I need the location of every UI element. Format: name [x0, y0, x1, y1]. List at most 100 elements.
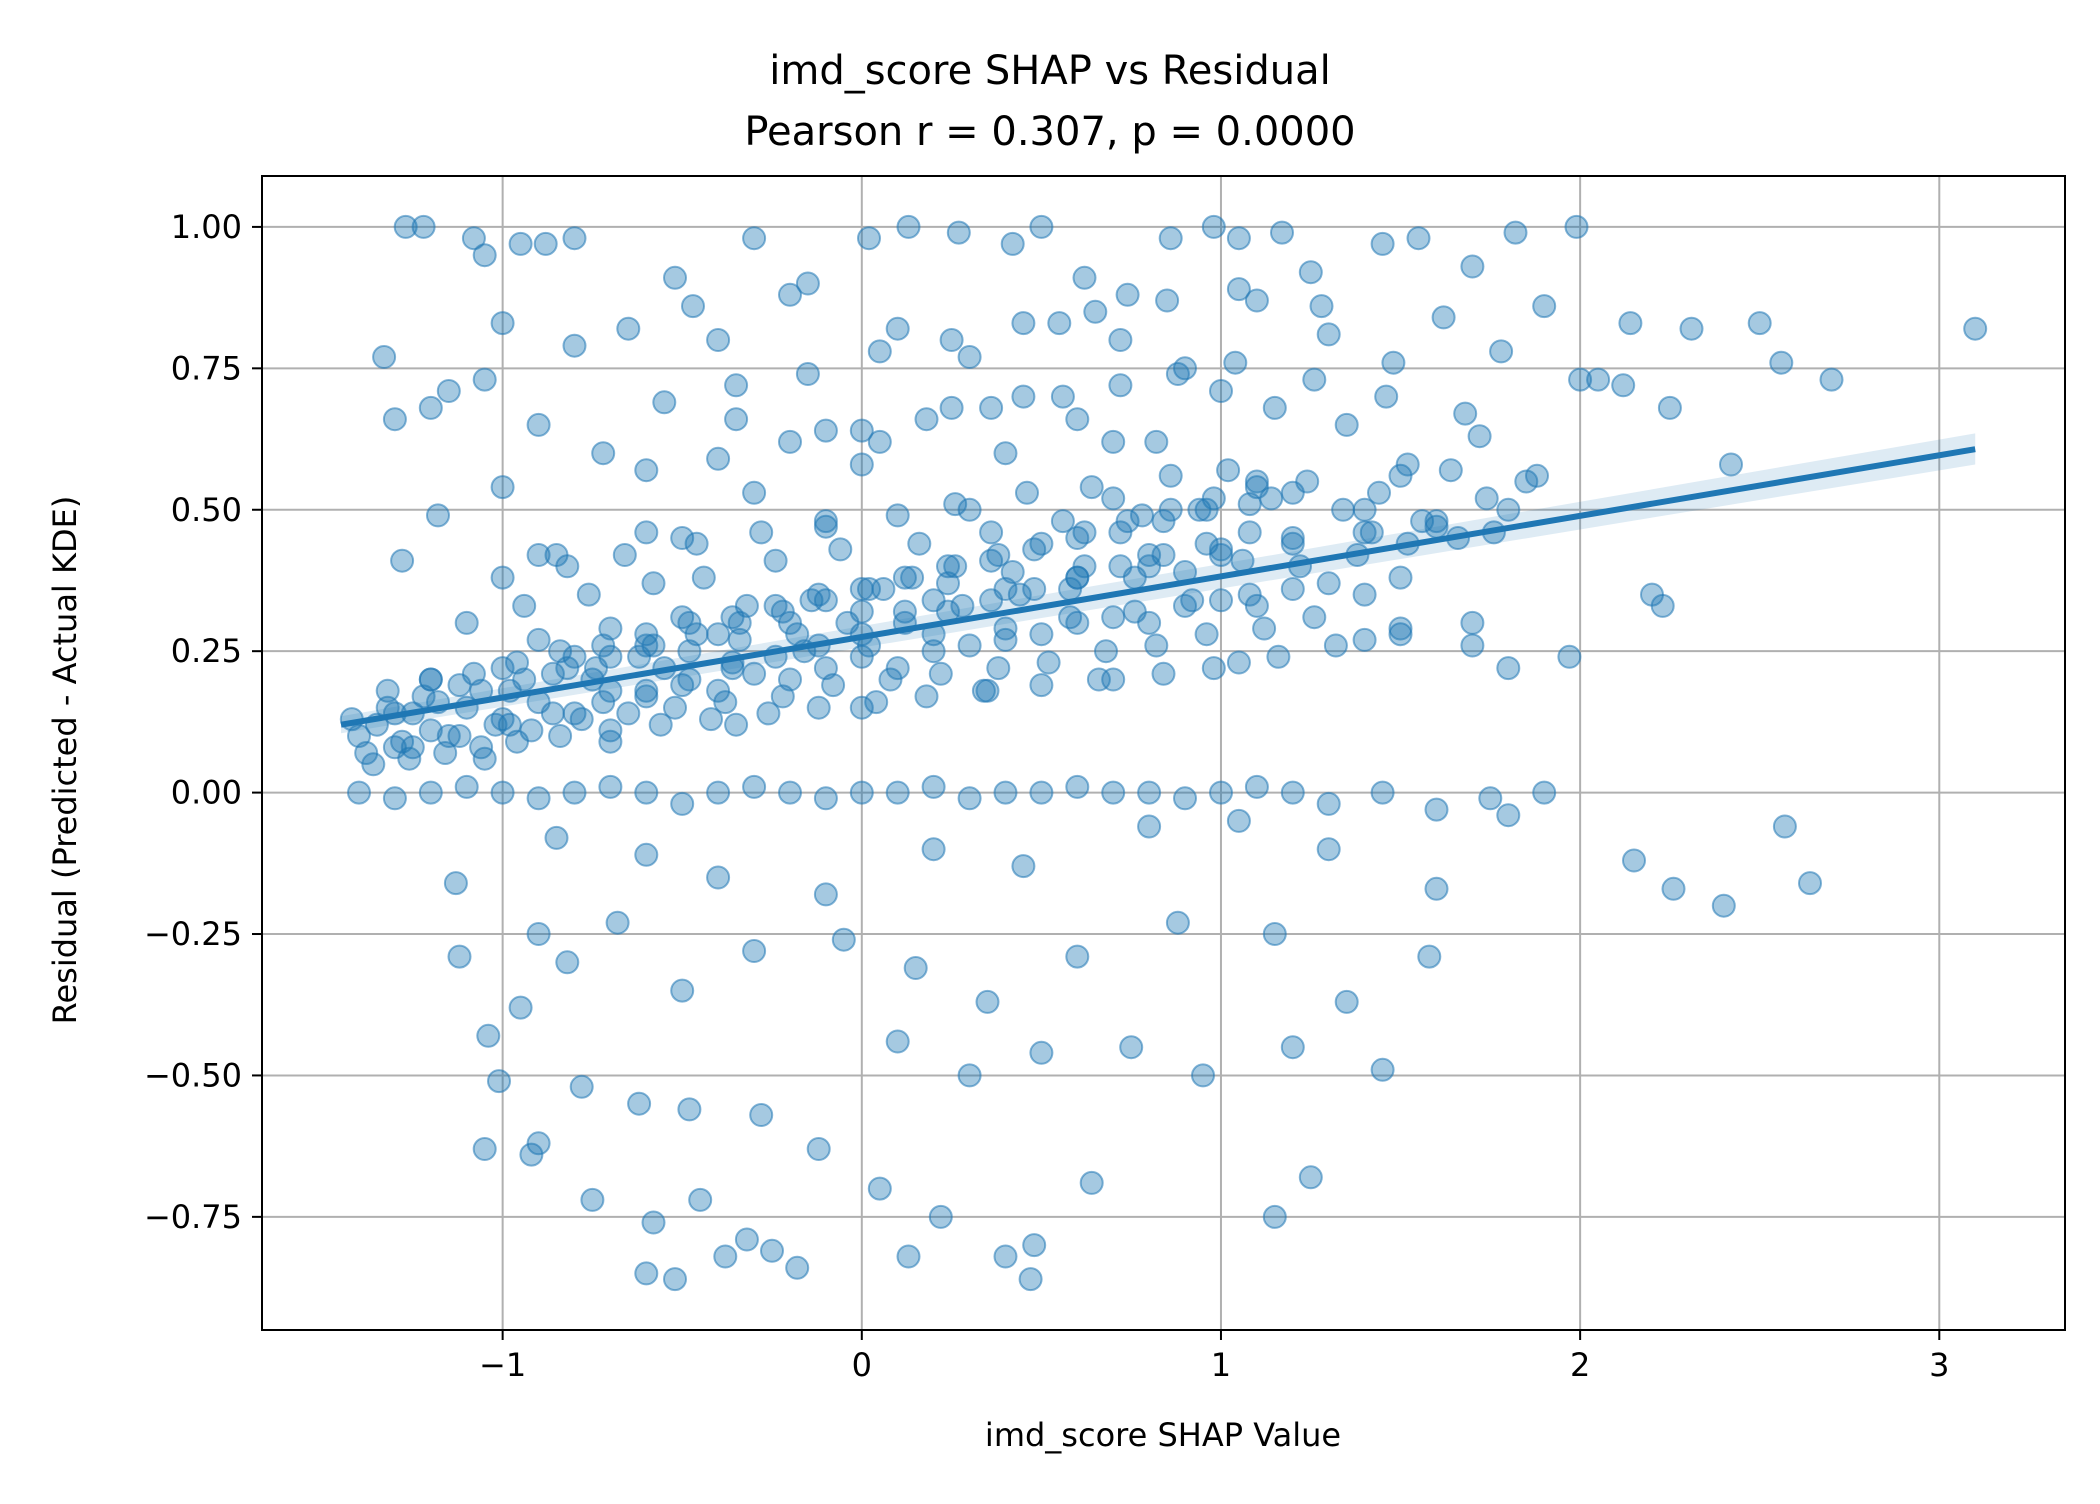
scatter-point: [939, 395, 964, 420]
y-tick-label: 0.75: [171, 349, 242, 387]
scatter-point: [634, 520, 659, 545]
scatter-point: [1798, 871, 1822, 896]
scatter-point: [778, 282, 802, 307]
scatter-point: [476, 1023, 501, 1048]
scatter-point: [1532, 780, 1557, 805]
scatter-point: [505, 650, 529, 675]
scatter-point: [1072, 265, 1097, 290]
scatter-point: [742, 661, 767, 686]
scatter-point: [763, 548, 788, 573]
scatter-point: [892, 565, 917, 590]
scatter-point: [1381, 350, 1406, 375]
scatter-point: [691, 565, 716, 590]
scatter-point: [878, 667, 903, 692]
scatter-point: [519, 1142, 544, 1167]
scatter-point: [1406, 226, 1431, 251]
scatter-point: [770, 684, 795, 709]
scatter-point: [544, 825, 569, 850]
scatter-point: [663, 265, 687, 290]
scatter-point: [1065, 774, 1090, 799]
scatter-point: [993, 616, 1018, 641]
scatter-point: [756, 701, 781, 726]
scatter-point: [1417, 944, 1442, 969]
scatter-point: [1280, 526, 1305, 550]
scatter-point: [1424, 797, 1449, 822]
scatter-point: [1352, 582, 1377, 607]
scatter-point: [713, 1244, 738, 1269]
scatter-point: [1165, 362, 1190, 386]
scatter-point: [806, 582, 831, 607]
scatter-point: [943, 492, 968, 517]
scatter-point: [864, 690, 889, 715]
x-tick-label: 2: [1570, 1346, 1590, 1384]
scatter-point: [1209, 537, 1233, 562]
scatter-point: [795, 362, 820, 386]
scatter-point: [1334, 412, 1359, 437]
scatter-point: [706, 328, 731, 352]
scatter-point: [1323, 633, 1348, 658]
scatter-point: [1460, 610, 1485, 635]
scatter-point: [1262, 1204, 1287, 1229]
scatter-point: [993, 441, 1018, 466]
scatter-point: [749, 1103, 774, 1127]
regression-line: [340, 446, 1976, 728]
scatter-point: [1489, 339, 1514, 364]
scatter-point: [1065, 407, 1090, 432]
scatter-point: [1226, 650, 1251, 675]
y-tick-label: 0.50: [171, 491, 242, 529]
scatter-point: [699, 707, 723, 732]
scatter-point: [555, 554, 580, 579]
x-tick-label: −1: [479, 1346, 526, 1384]
scatter-point: [742, 226, 767, 251]
scatter-point: [885, 503, 910, 528]
scatter-point: [849, 780, 874, 805]
scatter-point: [688, 1187, 713, 1212]
scatter-point: [1568, 367, 1593, 392]
scatter-point: [921, 837, 946, 862]
scatter-point: [1029, 1040, 1054, 1065]
scatter-point: [763, 593, 788, 618]
scatter-point: [1058, 605, 1083, 630]
scatter-point: [760, 1238, 784, 1263]
scatter-point: [634, 1261, 659, 1286]
scatter-point: [684, 531, 709, 556]
scatter-point: [472, 1137, 497, 1161]
scatter-point: [1769, 350, 1794, 375]
scatter-point: [957, 786, 982, 811]
scatter-point: [526, 786, 551, 811]
scatter-point: [1280, 780, 1305, 805]
scatter-point: [1244, 469, 1269, 494]
scatter-point: [1119, 1035, 1144, 1060]
scatter-point: [1079, 1170, 1104, 1195]
scatter-point: [1151, 543, 1176, 567]
scatter-point: [652, 390, 677, 415]
scatter-point: [634, 684, 659, 709]
scatter-point: [1226, 277, 1251, 302]
scatter-point: [1209, 780, 1233, 805]
scatter-point: [1018, 1267, 1043, 1292]
scatter-point: [1065, 526, 1090, 550]
scatter-point: [1226, 808, 1251, 833]
x-axis-ticks: −1 0 1 2 3: [479, 1330, 1949, 1384]
scatter-point: [512, 593, 537, 618]
scatter-point: [591, 633, 616, 658]
scatter-point: [950, 593, 975, 618]
scatter-point: [461, 226, 486, 251]
scatter-point: [1388, 616, 1413, 641]
scatter-point: [1029, 214, 1054, 239]
scatter-point: [1151, 509, 1176, 534]
scatter-point: [821, 673, 846, 698]
scatter-point: [1370, 780, 1395, 805]
scatter-point: [648, 712, 673, 737]
scatter-point: [372, 345, 397, 369]
scatter-point: [1144, 633, 1169, 658]
scatter-point: [1101, 605, 1126, 630]
scatter-point: [1280, 1035, 1305, 1060]
scatter-point: [734, 1227, 759, 1252]
scatter-point: [867, 429, 892, 454]
scatter-point: [946, 220, 971, 245]
scatter-point: [1083, 299, 1108, 324]
scatter-point: [1244, 288, 1269, 313]
scatter-point: [1011, 311, 1036, 336]
scatter-point: [857, 577, 881, 601]
